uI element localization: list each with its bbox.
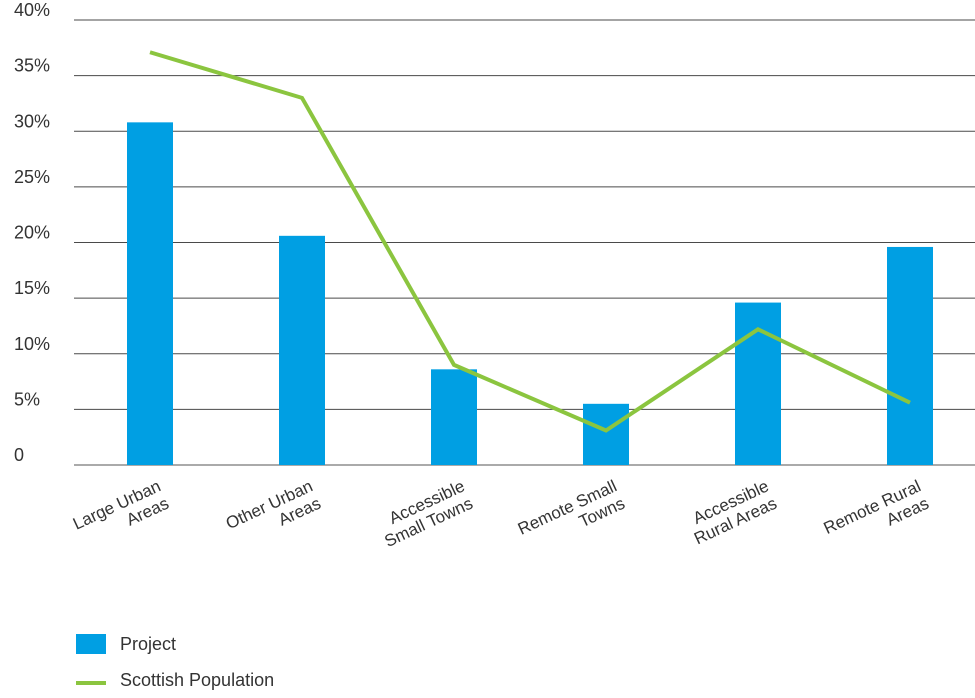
x-category-label: Remote RuralAreas bbox=[821, 476, 932, 555]
legend-swatch-project bbox=[76, 634, 106, 654]
x-category-label: AccessibleSmall Towns bbox=[373, 476, 475, 551]
x-category-text: AccessibleSmall Towns bbox=[373, 476, 475, 551]
x-category-label: Other UrbanAreas bbox=[223, 476, 324, 550]
x-category-label: AccessibleRural Areas bbox=[683, 476, 780, 548]
y-tick-label: 25% bbox=[14, 167, 50, 187]
bar-series bbox=[127, 122, 933, 465]
bar bbox=[887, 247, 933, 465]
legend-swatch-scottish-population bbox=[76, 681, 106, 685]
y-tick-label: 5% bbox=[14, 389, 40, 409]
legend-label-project: Project bbox=[120, 634, 176, 655]
legend: Project Scottish Population bbox=[76, 626, 274, 698]
bar bbox=[127, 122, 173, 465]
bar bbox=[583, 404, 629, 465]
x-category-text: Large UrbanAreas bbox=[70, 476, 172, 550]
y-tick-label: 40% bbox=[14, 0, 50, 20]
legend-item-project: Project bbox=[76, 626, 274, 662]
legend-label-scottish-population: Scottish Population bbox=[120, 670, 274, 691]
y-tick-label: 0 bbox=[14, 445, 24, 465]
x-category-label: Remote SmallTowns bbox=[515, 476, 628, 556]
bar bbox=[431, 369, 477, 465]
line-path bbox=[150, 52, 910, 430]
bar bbox=[735, 303, 781, 465]
y-tick-label: 35% bbox=[14, 56, 50, 76]
y-tick-label: 10% bbox=[14, 334, 50, 354]
x-category-text: Remote SmallTowns bbox=[515, 476, 628, 556]
line-series bbox=[150, 52, 910, 430]
y-tick-label: 30% bbox=[14, 111, 50, 131]
chart: 0 5% 10% 15% 20% 25% 30% 35% 40% Large UrbanArea… bbox=[0, 0, 975, 600]
y-tick-label: 20% bbox=[14, 223, 50, 243]
x-category-text: Other UrbanAreas bbox=[223, 476, 324, 550]
legend-item-scottish-population: Scottish Population bbox=[76, 662, 274, 698]
x-axis-categories: Large UrbanAreas Other UrbanAreas Accessib… bbox=[70, 476, 932, 556]
y-tick-label: 15% bbox=[14, 278, 50, 298]
x-category-text: AccessibleRural Areas bbox=[683, 476, 780, 548]
bar bbox=[279, 236, 325, 465]
x-category-text: Remote RuralAreas bbox=[821, 476, 932, 555]
x-category-label: Large UrbanAreas bbox=[70, 476, 172, 550]
gridlines bbox=[74, 20, 975, 465]
y-axis-ticks: 0 5% 10% 15% 20% 25% 30% 35% 40% bbox=[14, 0, 50, 465]
